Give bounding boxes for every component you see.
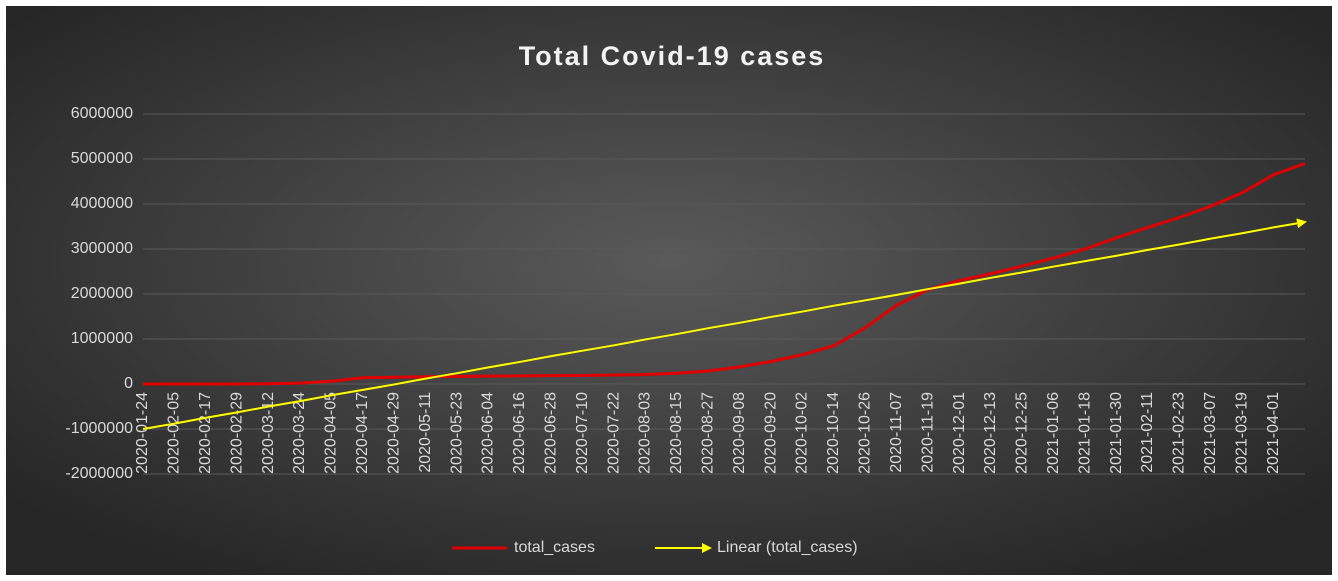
x-tick-label: 2021-03-19 xyxy=(1233,392,1250,474)
legend: total_cases Linear (total_cases) xyxy=(452,539,858,556)
x-tick-label: 2020-03-12 xyxy=(260,392,277,474)
y-tick-label: -1000000 xyxy=(65,420,133,437)
y-tick-label: 2000000 xyxy=(71,285,133,302)
x-tick-label: 2020-09-08 xyxy=(731,392,748,474)
x-tick-label: 2020-02-29 xyxy=(228,392,245,474)
x-tick-label: 2020-02-05 xyxy=(166,392,183,474)
x-tick-label: 2021-03-07 xyxy=(1202,392,1219,474)
x-tick-label: 2020-02-17 xyxy=(197,392,214,474)
x-tick-label: 2021-02-23 xyxy=(1171,392,1188,474)
series-line xyxy=(143,162,1306,386)
x-tick-label: 2020-09-20 xyxy=(762,392,779,474)
x-tick-label: 2020-10-02 xyxy=(794,392,811,474)
x-tick-label: 2020-07-10 xyxy=(574,392,591,474)
x-tick-label: 2021-01-30 xyxy=(1108,392,1125,474)
x-tick-label: 2020-05-11 xyxy=(417,392,434,473)
x-tick-label: 2020-10-26 xyxy=(857,392,874,474)
x-tick-label: 2020-08-15 xyxy=(668,392,685,474)
x-tick-label: 2020-12-13 xyxy=(982,392,999,474)
y-tick-label: 1000000 xyxy=(71,330,133,347)
y-tick-label: 4000000 xyxy=(71,195,133,212)
x-tick-label: 2020-08-27 xyxy=(700,392,717,474)
x-tick-label: 2020-12-01 xyxy=(951,392,968,474)
legend-label: total_cases xyxy=(514,539,595,556)
chart-title: Total Covid-19 cases xyxy=(519,41,826,71)
x-tick-label: 2020-06-04 xyxy=(480,392,497,474)
y-tick-label: 5000000 xyxy=(71,150,133,167)
x-tick-label: 2020-11-19 xyxy=(919,392,936,473)
x-tick-label: 2020-08-03 xyxy=(637,392,654,474)
series-line xyxy=(142,218,1307,430)
y-tick-label: 0 xyxy=(124,375,133,392)
x-tick-label: 2020-04-05 xyxy=(323,392,340,474)
x-tick-label: 2021-04-01 xyxy=(1265,392,1282,474)
x-tick-label: 2020-11-07 xyxy=(888,392,905,473)
x-tick-label: 2020-10-14 xyxy=(825,392,842,474)
x-tick-label: 2021-02-11 xyxy=(1139,392,1156,473)
x-tick-label: 2021-01-18 xyxy=(1076,392,1093,474)
x-tick-label: 2020-04-17 xyxy=(354,392,371,474)
x-tick-label: 2020-04-29 xyxy=(385,392,402,474)
x-tick-label: 2020-07-22 xyxy=(605,392,622,474)
x-tick-label: 2020-01-24 xyxy=(134,392,151,474)
x-tick-label: 2021-01-06 xyxy=(1045,392,1062,474)
x-tick-label: 2020-12-25 xyxy=(1014,392,1031,474)
y-tick-label: 6000000 xyxy=(71,105,133,122)
chart-background xyxy=(6,6,1332,575)
x-tick-label: 2020-06-16 xyxy=(511,392,528,474)
y-tick-label: -2000000 xyxy=(65,465,133,482)
y-tick-label: 3000000 xyxy=(71,240,133,257)
legend-label: Linear (total_cases) xyxy=(717,539,858,556)
x-tick-label: 2020-05-23 xyxy=(448,392,465,474)
x-tick-label: 2020-06-28 xyxy=(542,392,559,474)
x-tick-label: 2020-03-24 xyxy=(291,392,308,474)
